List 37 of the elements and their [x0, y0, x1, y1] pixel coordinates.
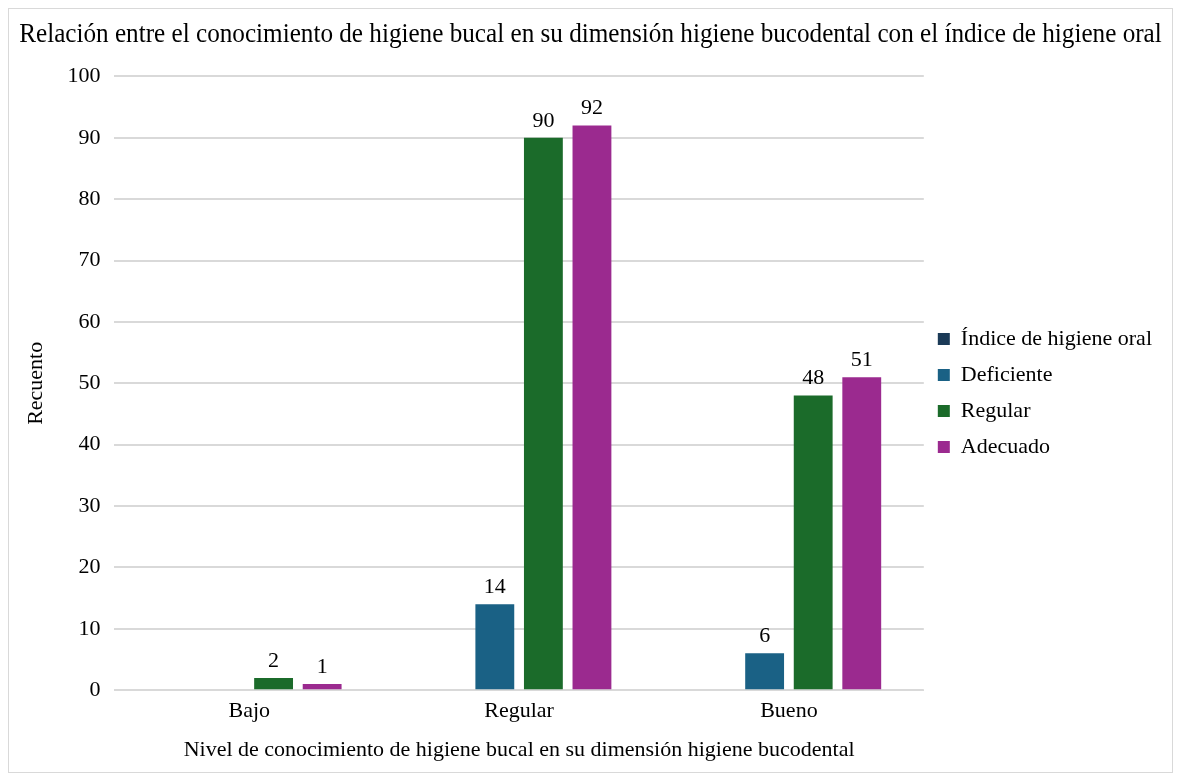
data-label: 92	[580, 94, 603, 120]
bar	[475, 604, 515, 690]
data-label: 6	[759, 622, 771, 648]
legend-label: Índice de higiene oral	[960, 324, 1153, 350]
y-tick-label: 50	[78, 369, 101, 395]
bar	[572, 125, 612, 690]
legend-label: Deficiente	[960, 360, 1053, 386]
bar	[842, 377, 882, 690]
y-tick-label: 10	[78, 614, 101, 640]
bar	[793, 395, 833, 690]
data-label: 90	[532, 106, 555, 132]
y-tick-label: 70	[78, 246, 101, 272]
y-tick-label: 100	[67, 62, 101, 88]
y-tick-label: 30	[78, 491, 101, 517]
y-tick-label: 20	[78, 553, 101, 579]
bar	[745, 653, 785, 690]
legend-label: Regular	[960, 396, 1032, 422]
y-tick-label: 40	[78, 430, 101, 456]
y-tick-label: 0	[89, 675, 101, 701]
y-tick-label: 90	[78, 123, 101, 149]
data-label: 48	[802, 364, 825, 390]
bar	[523, 137, 563, 690]
bar	[254, 677, 294, 690]
legend-label: Adecuado	[960, 432, 1050, 458]
data-label: 14	[483, 573, 506, 599]
data-label: 1	[316, 652, 328, 678]
x-tick-label: Bajo	[228, 697, 271, 723]
data-label: 2	[268, 646, 280, 672]
y-tick-label: 80	[78, 184, 101, 210]
x-tick-label: Regular	[484, 697, 555, 723]
data-label: 51	[850, 345, 873, 371]
x-axis-title: Nivel de conocimiento de higiene bucal en su dimensión higiene bucodental	[183, 735, 855, 761]
chart-title: Relación entre el conocimiento de higiene bucal en su dimensión higiene bucodental con el índice de higiene oral	[19, 18, 1162, 49]
y-axis-title: Recuento	[21, 341, 47, 425]
x-tick-label: Bueno	[760, 697, 818, 723]
y-tick-label: 60	[78, 307, 101, 333]
bar	[302, 684, 342, 690]
